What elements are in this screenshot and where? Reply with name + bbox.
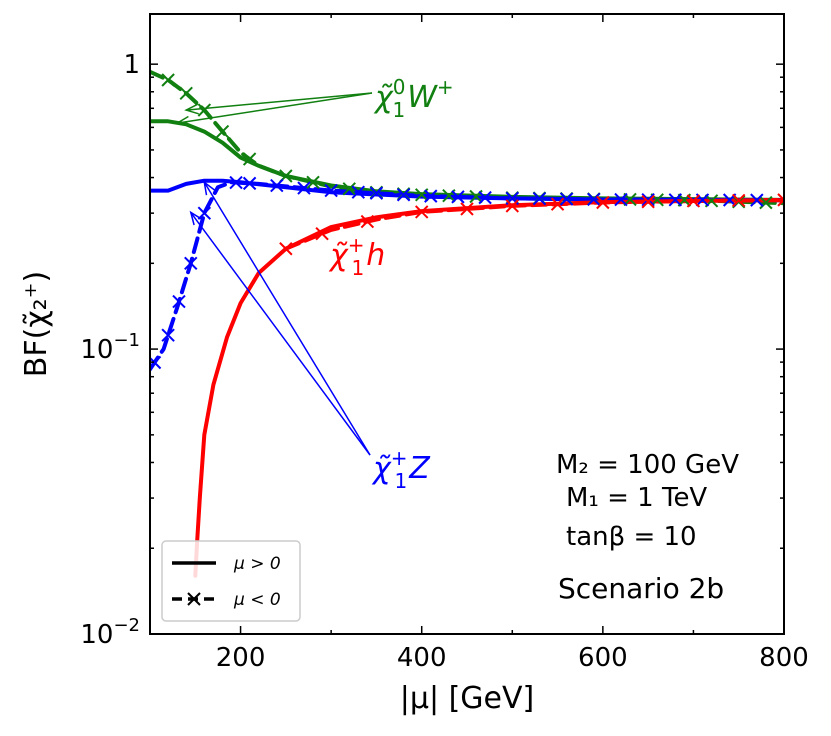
legend-label-negative: μ < 0	[233, 590, 281, 610]
annotation-arrow-w	[175, 92, 373, 127]
marker-z	[229, 175, 243, 190]
marker-z	[641, 192, 655, 207]
annotation-arrow-z	[203, 180, 371, 456]
marker-h	[505, 199, 519, 213]
marker-z	[172, 294, 186, 309]
marker-z	[396, 188, 411, 202]
marker-z	[161, 328, 175, 342]
legend-x-marker	[187, 592, 201, 606]
param-tanbeta: tanβ = 10	[566, 522, 697, 552]
marker-h	[732, 193, 746, 208]
marker-h	[415, 205, 429, 219]
marker-z	[587, 192, 601, 207]
marker-z	[197, 206, 212, 220]
plot-area	[150, 14, 784, 634]
param-m2: M₂ = 100 GeV	[556, 450, 739, 480]
x-axis-title: |μ| [GeV]	[400, 681, 534, 716]
marker-h	[641, 195, 655, 209]
marker-z	[351, 185, 366, 199]
annotation-h-label: χ̃+ 1h	[328, 233, 385, 280]
legend-label-positive: μ > 0	[233, 554, 281, 574]
annotation-arrow-w	[184, 92, 373, 115]
annotation-arrow-z	[189, 210, 371, 456]
marker-h	[777, 193, 784, 207]
series-z-negative	[150, 180, 784, 372]
y-tick-label: 10−2	[80, 615, 140, 650]
marker-w	[242, 152, 257, 166]
marker-h	[360, 214, 375, 229]
marker-z	[242, 176, 257, 191]
legend: μ > 0 μ < 0	[161, 540, 301, 622]
marker-z	[297, 181, 311, 195]
marker-h	[279, 242, 293, 256]
plot-frame	[149, 13, 785, 635]
marker-z	[324, 183, 338, 198]
marker-z	[369, 186, 384, 200]
marker-w	[759, 195, 773, 210]
marker-z	[668, 193, 683, 207]
marker-z	[184, 256, 198, 271]
x-tick-label: 800	[759, 643, 809, 673]
marker-z	[270, 178, 284, 193]
marker-h	[686, 194, 701, 208]
marker-h	[315, 226, 329, 241]
marker-h	[596, 195, 610, 210]
marker-z	[478, 190, 492, 205]
marker-w	[215, 124, 230, 139]
marker-h	[460, 202, 474, 216]
marker-w	[342, 182, 356, 196]
param-m1: M₁ = 1 TeV	[566, 483, 707, 513]
x-tick-label: 200	[216, 643, 266, 673]
x-tick-label: 400	[397, 643, 447, 673]
marker-z	[424, 189, 438, 203]
y-axis-title: BF(χ̃₂⁺)	[19, 271, 54, 377]
marker-z	[451, 190, 465, 204]
marker-z	[614, 192, 628, 207]
x-tick-label: 600	[578, 643, 628, 673]
marker-w	[306, 175, 320, 190]
marker-z	[750, 193, 764, 207]
marker-w	[179, 86, 193, 101]
marker-w	[197, 103, 212, 117]
series-h-negative	[283, 197, 784, 251]
marker-z	[532, 192, 547, 206]
scenario-label: Scenario 2b	[558, 572, 724, 605]
y-tick-label: 10−1	[80, 330, 140, 365]
annotation-z-label: χ̃+ 1Z	[371, 446, 431, 493]
annotation-w-label: χ̃0 1W+	[373, 75, 454, 122]
y-tick-label: 1	[123, 50, 140, 80]
marker-w	[161, 73, 175, 87]
marker-h	[550, 197, 565, 211]
marker-z	[559, 192, 574, 206]
